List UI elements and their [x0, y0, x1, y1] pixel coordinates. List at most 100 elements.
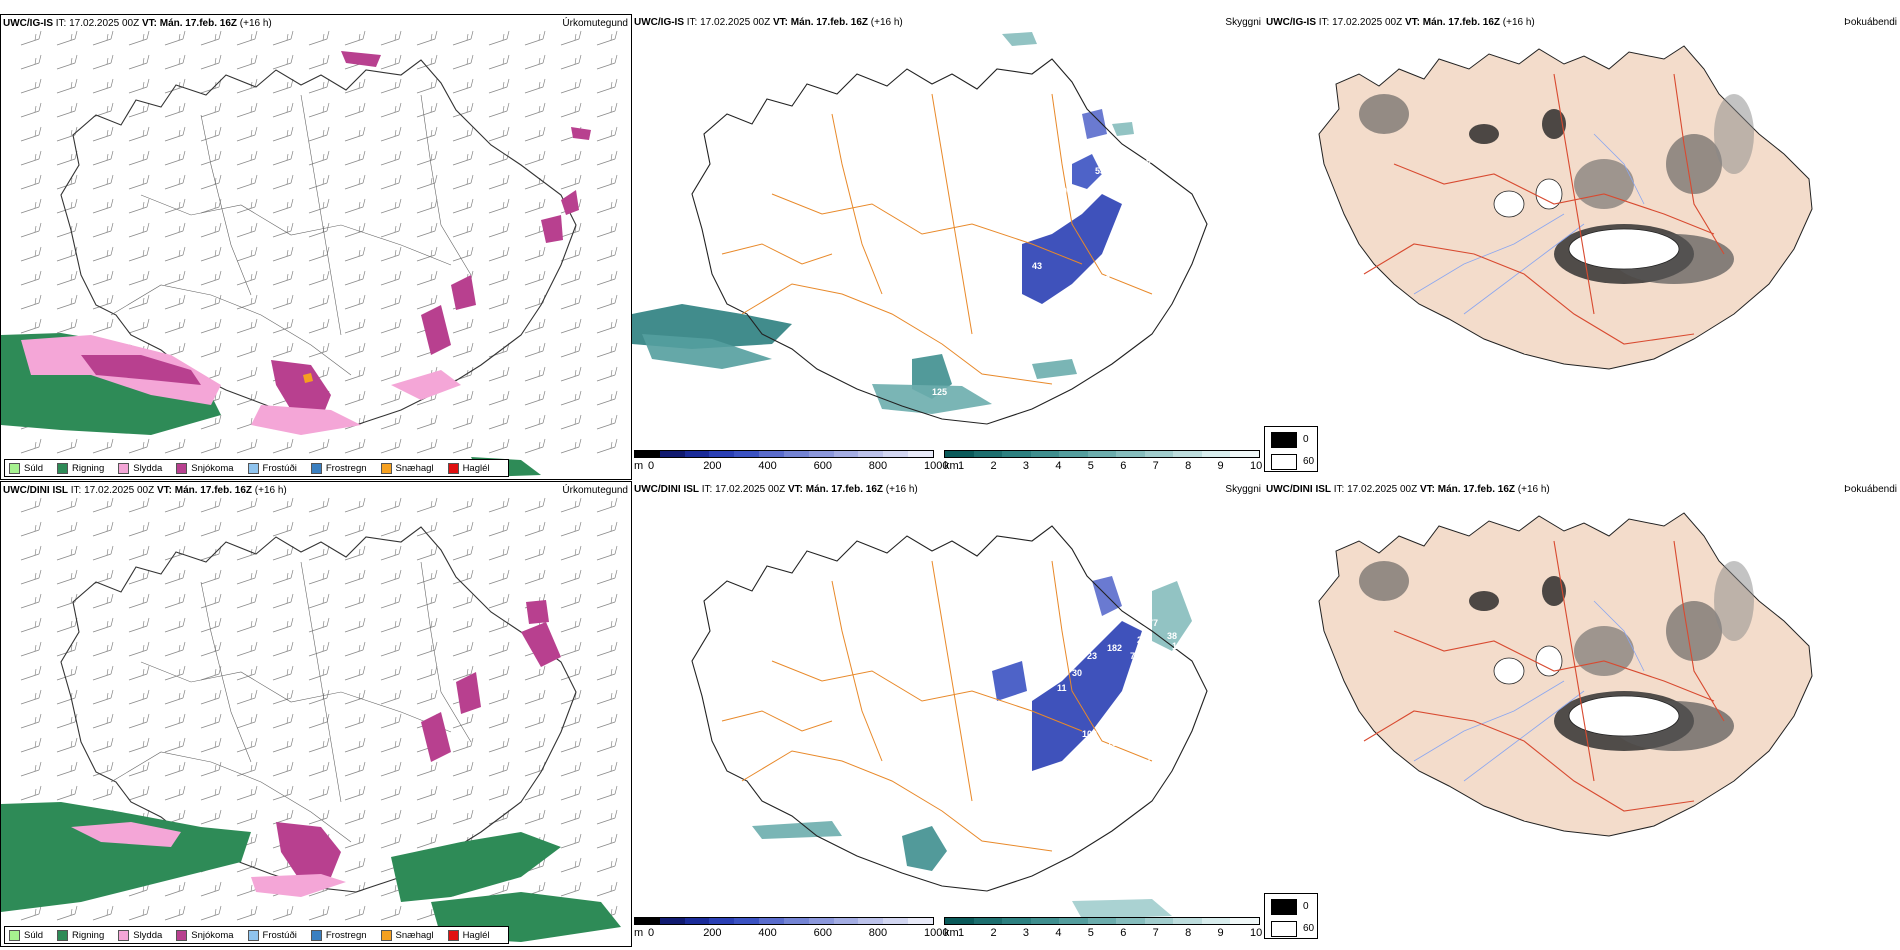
colorbar-segment — [1087, 451, 1117, 457]
precip-area — [341, 51, 381, 67]
legend-item: Frostregn — [310, 929, 367, 941]
cloud-base-unit: m — [634, 460, 644, 472]
precip-area — [561, 190, 579, 215]
precip-panel: UWC/DINI ISL IT: 17.02.2025 00Z VT: Mán.… — [0, 481, 632, 947]
cloud-base-label: 100 — [1052, 186, 1067, 196]
cloud-base-label: 147 — [1094, 775, 1109, 785]
legend-item: Frostregn — [310, 462, 367, 474]
legend-swatch — [247, 462, 259, 474]
vt-label: VT: — [156, 485, 172, 496]
precip-area — [81, 355, 201, 385]
vt-value: Mán. 17.feb. 16Z — [1422, 17, 1500, 28]
precip-area — [571, 127, 591, 140]
precip-areas — [1, 600, 621, 942]
colorbar-tick: 6 — [1120, 927, 1127, 939]
colorbar-tick: 400 — [758, 460, 777, 472]
fog-title: Þokuábendi — [1844, 484, 1897, 495]
legend-item: Haglél — [447, 929, 490, 941]
cloud-base-colorbar: m 0 200 400 600 800 1000 — [634, 450, 948, 474]
cloud-base-label: 99 — [1142, 691, 1152, 701]
fog-legend-swatch — [1271, 921, 1297, 937]
colorbar-tick: 10 — [1250, 927, 1263, 939]
precip-area — [276, 822, 341, 882]
vt-value: Mán. 17.feb. 16Z — [790, 17, 868, 28]
colorbar-segment — [659, 451, 685, 457]
precip-map — [1, 497, 621, 942]
lead-time: (+16 h) — [254, 485, 287, 496]
precip-area — [271, 360, 331, 420]
roads — [1363, 73, 1725, 345]
precip-area — [521, 622, 561, 667]
fog-map — [1318, 45, 1813, 370]
colorbar-segment — [808, 451, 834, 457]
precip-area — [391, 370, 461, 400]
cloud-base-label: 8 — [1112, 239, 1117, 249]
colorbar-segment — [684, 451, 710, 457]
model-name: UWC/DINI ISL — [3, 485, 68, 496]
colorbar-segment — [973, 918, 1003, 924]
cloud-panel: UWC/DINI ISL IT: 17.02.2025 00Z VT: Mán.… — [632, 481, 1264, 947]
visibility-unit: km — [944, 927, 959, 939]
legend-label: Haglél — [462, 462, 490, 474]
it-value: 17.02.2025 00Z — [1347, 484, 1418, 495]
colorbar-segment — [833, 918, 859, 924]
precip-header: UWC/IG-IS IT: 17.02.2025 00Z VT: Mán. 17… — [3, 18, 629, 32]
colorbar-segment — [1201, 918, 1231, 924]
colorbar-segment — [883, 451, 909, 457]
cloud-base-label: 41 — [1175, 206, 1185, 216]
cloud-base-label: 109 — [1082, 729, 1097, 739]
vt-label: VT: — [1404, 17, 1420, 28]
colorbar-segment — [883, 918, 909, 924]
precip-header: UWC/DINI ISL IT: 17.02.2025 00Z VT: Mán.… — [3, 485, 629, 499]
cloud-base-label: 21 — [1137, 635, 1147, 645]
cloud-base-label: 43 — [1032, 261, 1042, 271]
glaciers — [1493, 645, 1680, 737]
cloud-area — [642, 334, 772, 369]
colorbar-segment — [1002, 451, 1031, 457]
cloud-base-label: 51 — [1127, 234, 1137, 244]
legend-item: Snjókoma — [176, 462, 234, 474]
colorbar-segment — [858, 451, 884, 457]
vt-label: VT: — [1419, 484, 1435, 495]
legend-item: Snæhagl — [380, 462, 434, 474]
legend-item: Haglél — [447, 462, 490, 474]
precip-area — [451, 275, 476, 310]
legend-label: Rigning — [72, 462, 105, 474]
legend-label: Snæhagl — [395, 462, 434, 474]
colorbar-tick: 800 — [868, 927, 888, 939]
colorbar-segment — [1173, 451, 1202, 457]
colorbar-segment — [635, 451, 660, 457]
legend-swatch — [9, 929, 20, 941]
it-value: 17.02.2025 00Z — [84, 485, 155, 496]
cloud-base-label: 18 — [945, 858, 955, 868]
colorbar-tick: 1000 — [924, 927, 949, 939]
roads — [110, 561, 472, 843]
colorbar-tick: 4 — [1055, 927, 1062, 939]
cloud-area — [992, 661, 1027, 701]
colorbar-segment — [709, 451, 735, 457]
legend-item: Frostúði — [247, 462, 297, 474]
colorbar-segment — [1116, 918, 1145, 924]
colorbar-tick: 5 — [1087, 927, 1094, 939]
colorbar-segment — [759, 918, 784, 924]
cloud-base-label: 73 — [1100, 274, 1110, 284]
legend-item: Slydda — [118, 462, 162, 474]
precip-area — [541, 215, 563, 243]
colorbar-tick: 9 — [1217, 927, 1224, 939]
cloud-base-unit: m — [634, 927, 644, 939]
legend-swatch — [57, 929, 69, 941]
precip-title: Úrkomutegund — [562, 18, 628, 29]
visibility-colorbar: km 1 2 3 4 5 6 7 8 9 10 — [944, 917, 1264, 941]
cloud-area — [1072, 154, 1102, 189]
colorbar-segment — [635, 918, 660, 924]
cloud-base-label: 23 — [1087, 651, 1097, 661]
colorbar-tick: 7 — [1152, 460, 1159, 472]
fog-header: UWC/IG-IS IT: 17.02.2025 00Z VT: Mán. 17… — [1266, 17, 1898, 31]
rivers — [1413, 600, 1645, 782]
cloud-title: Skyggni — [1225, 484, 1261, 495]
cloud-header: UWC/DINI ISL IT: 17.02.2025 00Z VT: Mán.… — [634, 484, 1262, 498]
colorbar-segment — [945, 918, 974, 924]
precip-area — [1, 802, 251, 912]
cloud-base-label: 145 — [1052, 316, 1067, 326]
